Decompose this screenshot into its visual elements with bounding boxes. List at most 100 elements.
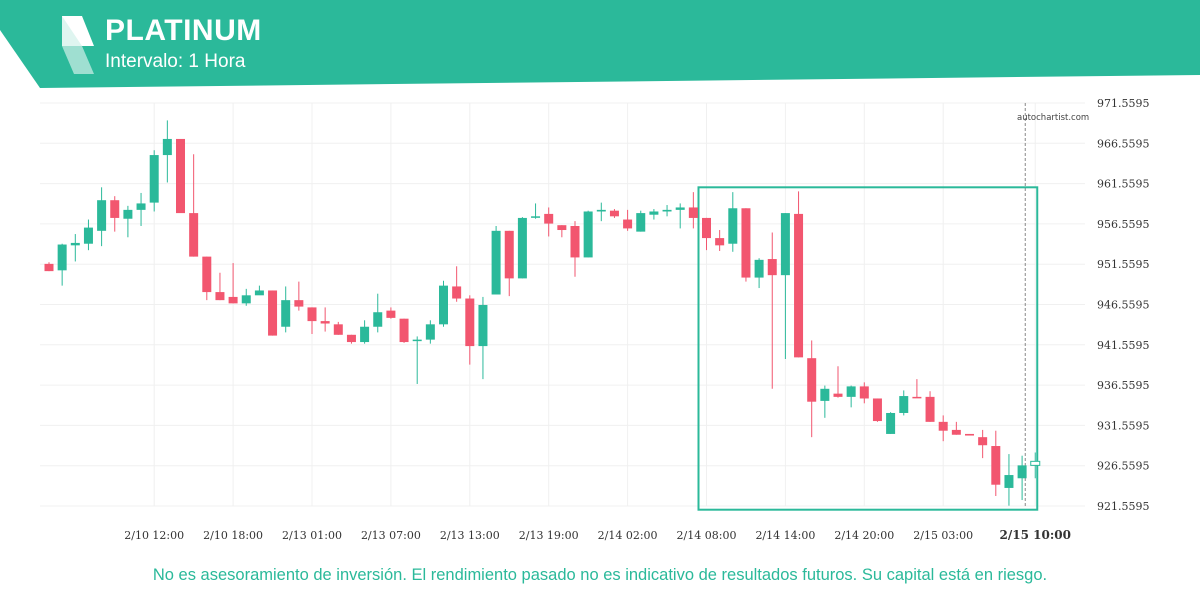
- candle-bullish: [360, 320, 370, 344]
- candle-bearish: [189, 154, 199, 257]
- candle-bullish: [57, 243, 67, 286]
- candle-bearish: [859, 382, 869, 404]
- candle-bullish: [254, 285, 264, 296]
- candle-bullish: [149, 150, 159, 212]
- candle-body: [228, 296, 238, 304]
- candle-bearish: [399, 318, 409, 343]
- y-tick-label: 921.5595: [1097, 500, 1150, 513]
- candle-bullish: [1030, 452, 1041, 479]
- candle-bearish: [702, 217, 711, 251]
- candle-bearish: [202, 256, 212, 301]
- candle-body: [636, 213, 646, 232]
- y-tick-label: 926.5595: [1097, 460, 1150, 473]
- candle-bearish: [991, 430, 1001, 497]
- candle-body: [794, 213, 804, 358]
- candle-bullish: [241, 288, 251, 306]
- candle-bullish: [136, 192, 146, 226]
- candle-body: [1030, 460, 1041, 466]
- candle-bullish: [636, 210, 646, 232]
- candle-bearish: [452, 266, 462, 302]
- candle-bearish: [807, 340, 817, 438]
- candle-body: [741, 208, 751, 278]
- candle-body: [452, 286, 462, 299]
- candle-bearish: [307, 307, 317, 334]
- candle-bearish: [623, 209, 633, 231]
- candle-bearish: [951, 421, 961, 435]
- candle-body: [149, 155, 159, 203]
- candle-body: [688, 207, 698, 218]
- candle-body: [162, 138, 172, 156]
- candle-body: [925, 396, 935, 422]
- y-tick-label: 951.5595: [1097, 258, 1150, 271]
- y-tick-label: 936.5595: [1097, 379, 1150, 392]
- x-tick-label: 2/10 12:00: [124, 529, 184, 542]
- candle-body: [872, 398, 882, 422]
- candle-bearish: [557, 225, 567, 238]
- candle-body: [596, 209, 606, 212]
- candle-body: [583, 211, 593, 258]
- candle-body: [662, 209, 672, 212]
- candle-bearish: [268, 290, 278, 336]
- candle-body: [728, 208, 738, 244]
- candle-bearish: [570, 221, 580, 277]
- candle-body: [215, 292, 225, 301]
- candle-bearish: [925, 391, 935, 422]
- candle-body: [978, 437, 988, 446]
- candle-bearish: [978, 429, 988, 459]
- candle-bearish: [741, 208, 751, 282]
- banner-background: [0, 0, 1200, 88]
- candle-bearish: [912, 379, 922, 399]
- x-tick-label: 2/14 08:00: [677, 529, 737, 542]
- candle-bullish: [83, 219, 93, 251]
- candle-body: [83, 227, 93, 244]
- candle-body: [465, 298, 475, 347]
- candle-body: [97, 200, 107, 231]
- candle-body: [649, 211, 659, 215]
- candle-bearish: [215, 272, 225, 301]
- candle-bearish: [294, 281, 304, 311]
- candle-body: [189, 213, 199, 257]
- x-tick-label: 2/13 07:00: [361, 529, 421, 542]
- x-tick-label: 2/13 13:00: [440, 529, 500, 542]
- candle-body: [360, 326, 370, 343]
- candle-body: [44, 263, 54, 272]
- candle-bullish: [886, 412, 896, 434]
- candle-body: [754, 259, 764, 278]
- candle-bullish: [662, 205, 672, 217]
- candle-bullish: [491, 225, 501, 295]
- candle-body: [241, 295, 251, 304]
- candle-body: [544, 213, 554, 224]
- candle-bearish: [110, 196, 120, 232]
- candle-body: [531, 216, 541, 218]
- candle-body: [281, 300, 291, 327]
- candle-body: [833, 393, 843, 397]
- candle-bearish: [715, 230, 725, 251]
- candle-bearish: [44, 262, 54, 272]
- candle-body: [320, 321, 330, 324]
- candle-body: [346, 334, 356, 343]
- pattern-box: [697, 186, 1039, 511]
- interval-subtitle: Intervalo: 1 Hora: [105, 51, 246, 72]
- x-tick-label: 2/14 14:00: [755, 529, 815, 542]
- candle-bearish: [386, 307, 396, 319]
- y-tick-label: 946.5595: [1097, 299, 1150, 312]
- candle-body: [202, 256, 212, 293]
- candle-body: [609, 210, 619, 217]
- candle-body: [57, 244, 67, 271]
- candle-body: [767, 259, 777, 276]
- candles-layer: [44, 120, 1041, 506]
- candle-bullish: [531, 203, 541, 219]
- candle-bearish: [872, 398, 882, 422]
- candle-body: [412, 339, 422, 342]
- y-tick-label: 961.5595: [1097, 178, 1150, 191]
- candle-bullish: [820, 385, 830, 418]
- candle-body: [807, 358, 817, 402]
- candle-body: [399, 318, 409, 343]
- candle-bullish: [754, 258, 764, 289]
- candle-body: [859, 386, 869, 399]
- y-tick-label: 931.5595: [1097, 419, 1150, 432]
- candle-body: [439, 285, 448, 325]
- candle-bearish: [609, 209, 619, 218]
- x-axis: 2/10 12:00 2/10 18:00 2/13 01:00 2/13 07:00…: [124, 528, 1071, 542]
- candle-body: [702, 217, 711, 239]
